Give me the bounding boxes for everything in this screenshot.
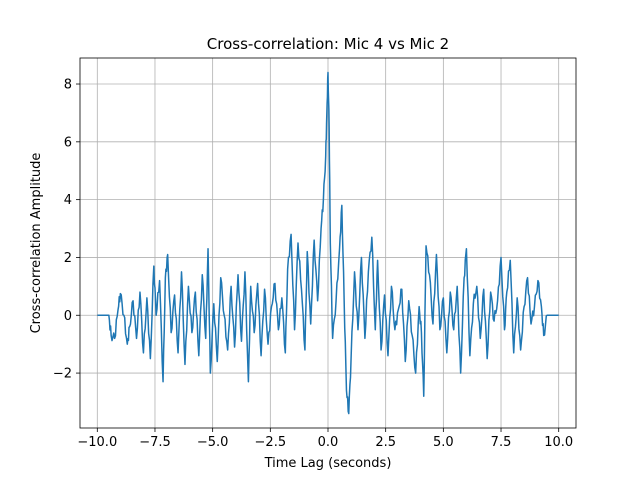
x-tick-label: 2.5	[375, 435, 396, 450]
grid-lines	[80, 58, 576, 428]
x-tick-label: −5.0	[197, 435, 229, 450]
x-tick-label: −10.0	[77, 435, 117, 450]
y-tick-label: 4	[64, 193, 72, 208]
x-tick-label: 0.0	[318, 435, 339, 450]
y-tick-label: −2	[53, 367, 72, 382]
y-axis-label: Cross-correlation Amplitude	[29, 153, 44, 334]
x-tick-label: 10.0	[544, 435, 573, 450]
y-tick-label: 0	[64, 309, 72, 324]
x-axis-ticks: −10.0 −7.5 −5.0 −2.5 0.0 2.5 5.0 7.5 10.0	[77, 428, 573, 450]
x-tick-label: −2.5	[255, 435, 287, 450]
plot-area	[97, 71, 559, 415]
series-line	[97, 71, 559, 415]
y-tick-label: 2	[64, 251, 72, 266]
y-tick-label: 8	[64, 78, 72, 93]
x-tick-label: 7.5	[491, 435, 512, 450]
y-axis-ticks: −2 0 2 4 6 8	[53, 78, 80, 382]
y-tick-label: 6	[64, 135, 72, 150]
x-axis-label: Time Lag (seconds)	[264, 456, 392, 471]
x-tick-label: −7.5	[139, 435, 171, 450]
chart-title: Cross-correlation: Mic 4 vs Mic 2	[207, 35, 449, 53]
x-tick-label: 5.0	[433, 435, 454, 450]
